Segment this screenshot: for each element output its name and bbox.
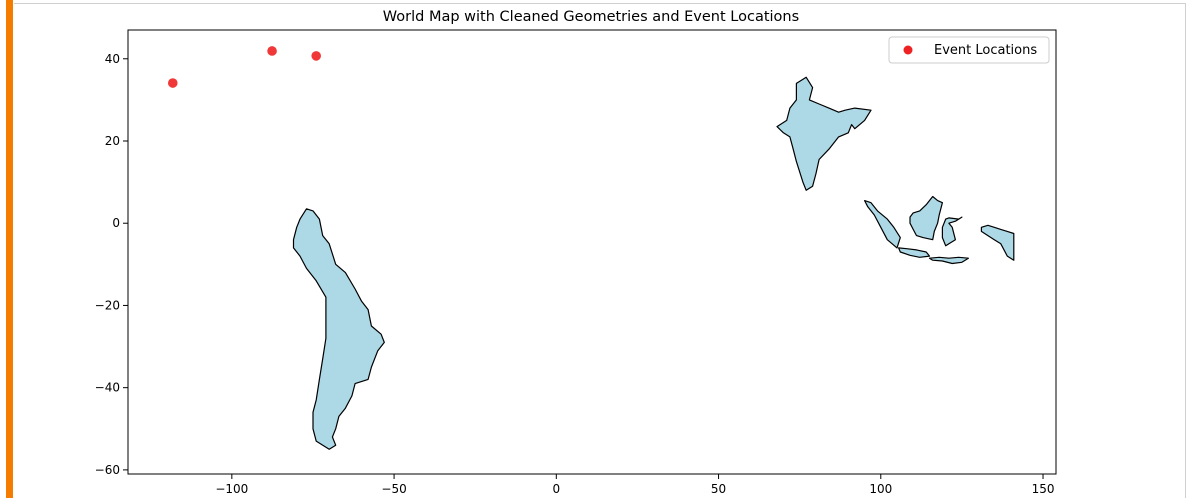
event-point-3 (311, 51, 321, 61)
chart-title: World Map with Cleaned Geometries and Ev… (383, 9, 799, 25)
shape-south-america (292, 208, 385, 450)
map-geometries (292, 76, 1015, 450)
shape-java (897, 247, 931, 258)
legend-marker (903, 45, 913, 55)
x-tick-label: 50 (711, 482, 726, 496)
legend-label: Event Locations (934, 43, 1037, 58)
shape-borneo (909, 195, 944, 241)
y-axis-ticks: 40 20 0 −20 −40 −60 (95, 52, 128, 477)
event-points (167, 46, 321, 88)
y-tick-label: −60 (95, 463, 120, 477)
x-tick-label: 0 (552, 482, 560, 496)
legend-box (888, 36, 1050, 64)
shape-india (776, 76, 872, 191)
y-tick-label: 20 (105, 134, 120, 148)
shape-sulawesi (941, 216, 963, 247)
output-cell-frame (14, 3, 1186, 498)
event-point-2 (267, 46, 277, 56)
y-tick-label: 40 (105, 52, 120, 66)
x-axis-ticks: −100 −50 0 50 100 150 (215, 474, 1054, 496)
legend: Event Locations (888, 36, 1050, 64)
cell-indicator-bar (6, 0, 13, 498)
y-tick-label: 0 (112, 216, 120, 230)
shape-nusa-tenggara (928, 256, 970, 265)
plot-frame (127, 29, 1057, 475)
event-point-1 (167, 78, 178, 88)
shape-sumatra (863, 200, 901, 249)
y-tick-label: −40 (95, 381, 120, 395)
y-tick-label: −20 (95, 298, 120, 312)
x-tick-label: −100 (215, 482, 248, 496)
x-tick-label: −50 (381, 482, 406, 496)
x-tick-label: 150 (1032, 482, 1055, 496)
x-tick-label: 100 (869, 482, 892, 496)
shape-new-guinea-west (980, 224, 1015, 261)
